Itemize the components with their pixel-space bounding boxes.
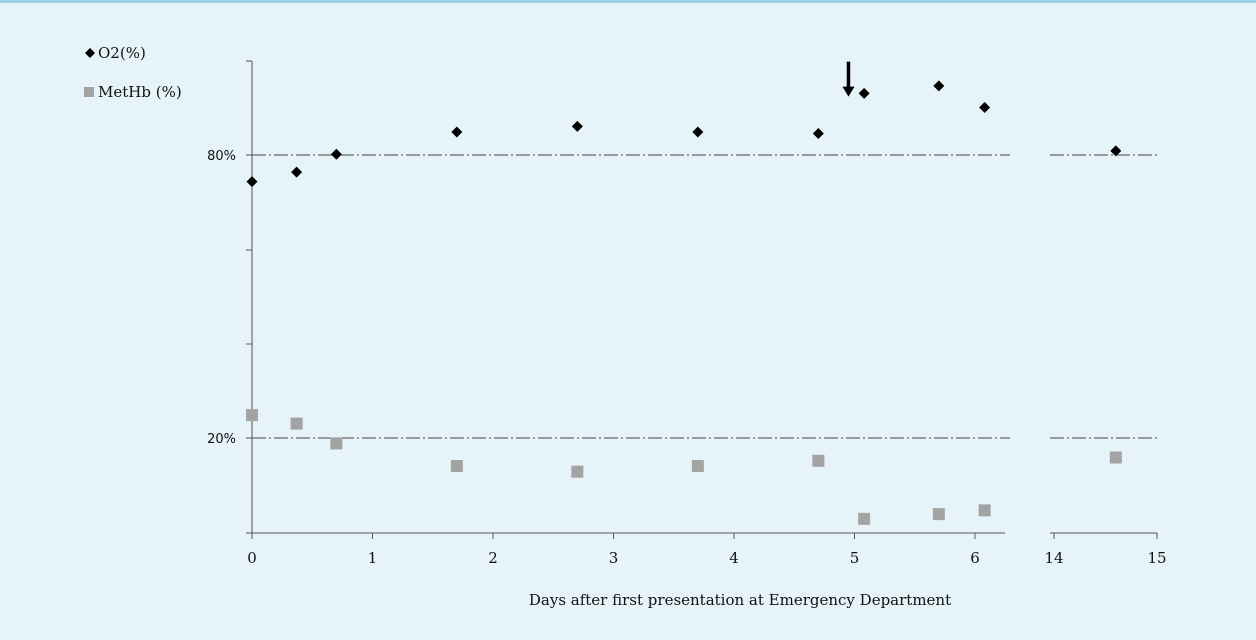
- o2-point: [692, 126, 704, 138]
- x-tick-label: 15: [1147, 549, 1166, 567]
- o2-point: [933, 80, 945, 92]
- o2-point: [812, 127, 824, 139]
- legend-label-methb: MetHb (%): [98, 83, 182, 101]
- methb-point: [246, 409, 258, 422]
- x-tick-label: 0: [247, 549, 257, 567]
- x-tick-label: 14: [1044, 549, 1063, 567]
- y-tick-label-20: 20%: [207, 432, 236, 447]
- methb-point: [450, 460, 463, 473]
- o2-point: [571, 120, 583, 132]
- x-tick-label: 5: [850, 549, 860, 567]
- methb-point: [571, 465, 584, 478]
- x-tick-label: 4: [729, 549, 739, 567]
- o2-point: [291, 166, 303, 178]
- methb-point: [932, 508, 945, 521]
- x-tick-label: 6: [970, 549, 980, 567]
- x-axis-title: Days after first presentation at Emergen…: [529, 591, 951, 609]
- arrow-head-icon: [842, 86, 855, 97]
- methb-point: [330, 437, 343, 450]
- x-tick-label: 2: [488, 549, 498, 567]
- o2-point: [330, 148, 342, 160]
- x-tick-label: 3: [609, 549, 619, 567]
- y-tick-label-80: 80%: [207, 149, 236, 164]
- methb-point: [691, 460, 704, 473]
- methb-point: [858, 512, 871, 525]
- methb-point: [1109, 451, 1122, 464]
- legend-marker-methb: [84, 87, 94, 97]
- o2-point: [451, 126, 463, 138]
- legend: O2(%) MetHb (%): [84, 44, 182, 101]
- data-points: [246, 80, 1122, 525]
- methb-point: [978, 504, 991, 517]
- x-ticks: 0 1 2 3 4 5 6 14 15: [247, 533, 1167, 567]
- o2-point: [246, 176, 258, 188]
- x-tick-label: 1: [368, 549, 378, 567]
- legend-marker-o2: [85, 48, 95, 58]
- methb-point: [290, 417, 303, 430]
- legend-label-o2: O2(%): [98, 44, 146, 62]
- o2-point: [979, 102, 991, 114]
- methb-point: [812, 454, 825, 467]
- o2-point: [858, 87, 870, 99]
- o2-point: [1110, 145, 1122, 157]
- annotations: [842, 61, 855, 97]
